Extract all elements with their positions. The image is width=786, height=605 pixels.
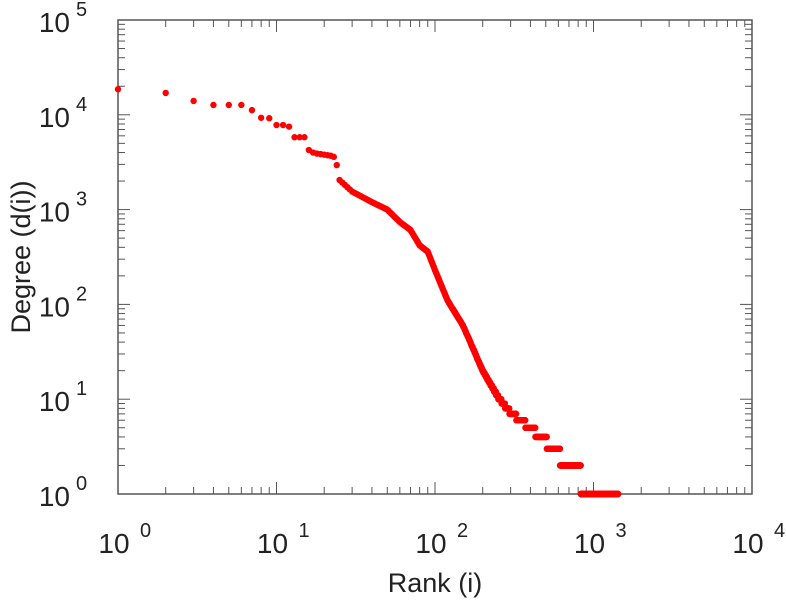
x-tick-label: 10	[574, 528, 605, 559]
y-tick-label: 10	[39, 481, 70, 512]
data-point	[266, 115, 273, 122]
data-point	[512, 410, 520, 418]
y-tick-label: 10	[39, 386, 70, 417]
x-tick-label-exponent: 2	[457, 520, 468, 542]
data-point	[333, 161, 340, 169]
x-tick-labels: 10 0 10 1 10 2 10 3 10 4	[98, 520, 785, 559]
data-point	[248, 106, 256, 114]
data-point	[577, 462, 584, 469]
y-tick-label: 10	[39, 291, 70, 322]
data-point	[210, 101, 217, 109]
x-tick-label: 10	[415, 528, 446, 559]
data-point	[291, 134, 298, 141]
x-tick-label-exponent: 1	[299, 520, 310, 542]
data-point	[301, 134, 308, 141]
data-point	[532, 424, 539, 431]
data-point	[296, 134, 303, 141]
x-axis-label: Rank (i)	[388, 568, 483, 598]
data-point	[614, 490, 622, 498]
y-tick-label-exponent: 5	[76, 0, 87, 21]
data-point	[279, 121, 287, 129]
y-tick-label: 10	[39, 7, 70, 38]
x-tick-label: 10	[257, 528, 288, 559]
data-point	[225, 101, 232, 109]
data-point	[522, 417, 529, 424]
data-point	[556, 445, 564, 452]
data-points	[114, 86, 622, 498]
y-tick-label-exponent: 3	[76, 189, 87, 211]
y-tick-label-exponent: 1	[76, 378, 87, 400]
x-tick-label: 10	[98, 528, 129, 559]
data-point	[162, 89, 169, 97]
data-point	[238, 101, 245, 109]
y-axis-label: Degree (d(i))	[6, 180, 36, 333]
data-point	[330, 153, 338, 161]
axis-ticks	[117, 20, 752, 495]
x-tick-label-exponent: 4	[774, 520, 785, 542]
y-tick-label-exponent: 4	[76, 94, 87, 116]
y-tick-label-exponent: 2	[76, 283, 87, 305]
y-tick-label-exponent: 0	[76, 473, 87, 495]
x-tick-label-exponent: 0	[140, 520, 151, 542]
data-point	[285, 123, 293, 130]
data-point	[114, 86, 122, 93]
data-point	[543, 433, 550, 441]
x-tick-label: 10	[732, 528, 763, 559]
y-tick-labels: 10 0 10 1 10 2 10 3 10 4 10 5	[39, 0, 87, 512]
data-point	[506, 405, 513, 412]
plot-frame	[117, 19, 753, 495]
data-point	[257, 114, 265, 121]
data-point	[273, 121, 280, 129]
y-tick-label: 10	[39, 197, 70, 228]
data-point	[190, 97, 197, 105]
y-tick-label: 10	[39, 102, 70, 133]
x-tick-label-exponent: 3	[616, 520, 627, 542]
data-point	[501, 400, 509, 407]
